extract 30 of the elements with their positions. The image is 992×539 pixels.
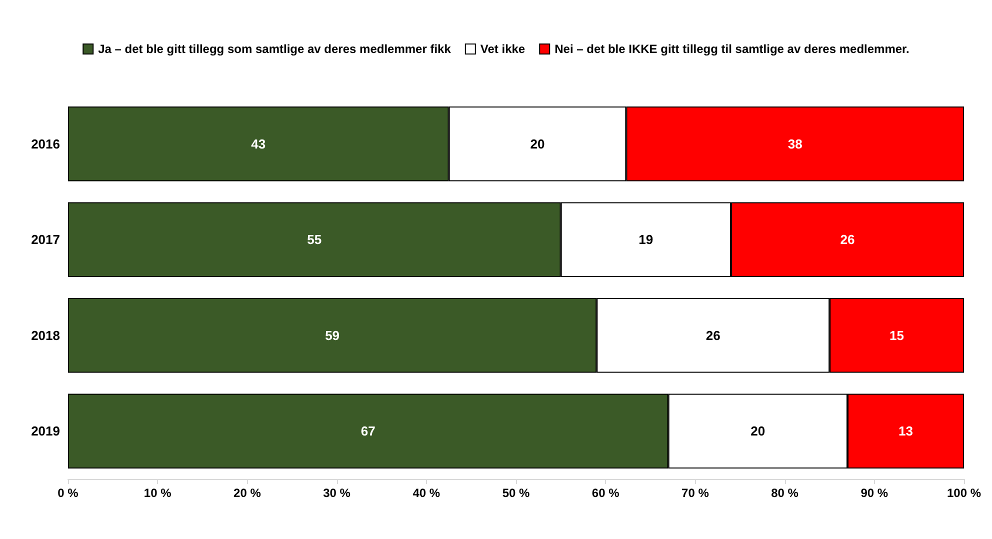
x-tick-label: 60 % — [592, 486, 620, 500]
x-tick-label: 20 % — [234, 486, 262, 500]
data-label: 43 — [251, 136, 266, 152]
data-label: 19 — [638, 232, 654, 248]
legend-label: Ja – det ble gitt tillegg som samtlige av deres medlemmer fikk — [98, 42, 452, 56]
x-tick-label: 80 % — [771, 486, 799, 500]
data-label: 20 — [530, 136, 545, 152]
data-label: 67 — [360, 424, 376, 439]
data-label: 15 — [890, 328, 904, 343]
data-label: 13 — [898, 424, 913, 439]
data-label: 26 — [840, 232, 855, 248]
y-tick-label: 2016 — [31, 136, 60, 152]
x-tick-label: 30 % — [323, 486, 351, 500]
data-label: 55 — [307, 232, 322, 248]
x-tick-label: 40 % — [412, 486, 440, 500]
data-label: 20 — [750, 424, 766, 439]
x-tick-label: 70 % — [682, 486, 710, 500]
x-tick-label: 100 % — [946, 486, 982, 500]
y-tick-label: 2019 — [31, 424, 60, 439]
y-tick-label: 2017 — [31, 232, 60, 248]
x-tick-label: 0 % — [58, 486, 79, 500]
data-label: 26 — [706, 328, 720, 343]
x-tick-label: 10 % — [144, 486, 172, 500]
y-tick-label: 2018 — [31, 328, 60, 343]
legend-label: Vet ikke — [480, 42, 526, 56]
x-tick-label: 50 % — [502, 486, 530, 500]
data-label: 59 — [325, 328, 340, 343]
legend-label: Nei – det ble IKKE gitt tillegg til samtlige av deres medlemmer. — [554, 42, 910, 56]
x-tick-label: 90 % — [860, 486, 888, 500]
data-label: 38 — [788, 136, 802, 152]
